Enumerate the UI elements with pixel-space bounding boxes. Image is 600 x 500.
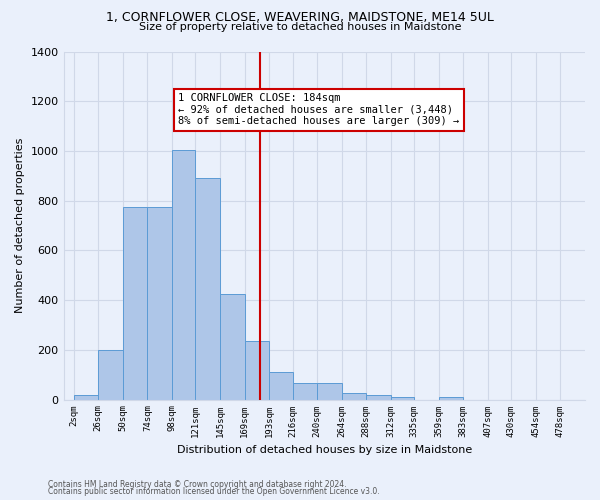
Text: Contains public sector information licensed under the Open Government Licence v3: Contains public sector information licen… <box>48 488 380 496</box>
Bar <box>148 207 172 400</box>
Bar <box>123 207 148 400</box>
Bar <box>220 294 245 400</box>
Bar <box>269 372 293 400</box>
Bar <box>98 350 123 400</box>
X-axis label: Distribution of detached houses by size in Maidstone: Distribution of detached houses by size … <box>176 445 472 455</box>
Text: 1 CORNFLOWER CLOSE: 184sqm
← 92% of detached houses are smaller (3,448)
8% of se: 1 CORNFLOWER CLOSE: 184sqm ← 92% of deta… <box>178 94 460 126</box>
Y-axis label: Number of detached properties: Number of detached properties <box>15 138 25 313</box>
Text: Size of property relative to detached houses in Maidstone: Size of property relative to detached ho… <box>139 22 461 32</box>
Bar <box>172 150 196 400</box>
Bar <box>293 384 317 400</box>
Text: 1, CORNFLOWER CLOSE, WEAVERING, MAIDSTONE, ME14 5UL: 1, CORNFLOWER CLOSE, WEAVERING, MAIDSTON… <box>106 11 494 24</box>
Bar <box>366 394 391 400</box>
Bar <box>341 394 366 400</box>
Bar <box>439 397 463 400</box>
Bar <box>245 341 269 400</box>
Bar <box>74 394 98 400</box>
Bar <box>196 178 220 400</box>
Text: Contains HM Land Registry data © Crown copyright and database right 2024.: Contains HM Land Registry data © Crown c… <box>48 480 347 489</box>
Bar <box>317 384 341 400</box>
Bar <box>391 397 414 400</box>
